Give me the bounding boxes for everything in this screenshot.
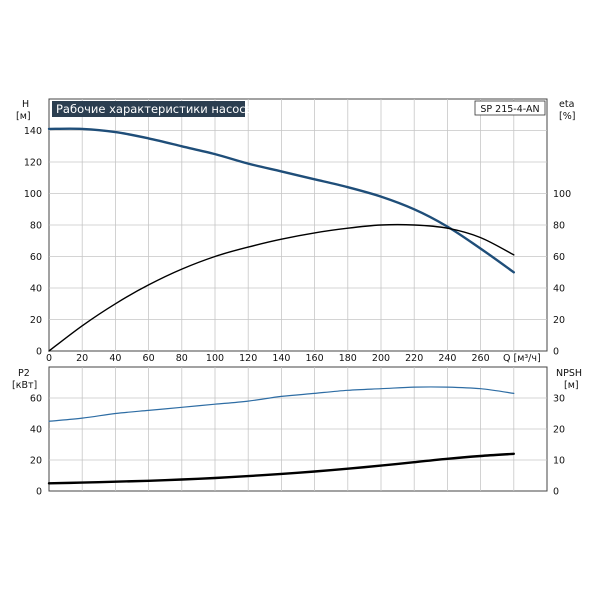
series-power-curve: [48, 386, 515, 422]
top-right-tick-label: 60: [553, 252, 565, 263]
bottom-left-ticks: 0 20 40 60: [30, 394, 42, 498]
chart-title-box: [52, 101, 245, 117]
bottom-left-axis-label: P2: [18, 368, 30, 379]
bottom-series: [47, 386, 515, 485]
x-tick-label: 120: [239, 353, 257, 364]
top-right-tick-label: 100: [553, 189, 571, 200]
bottom-right-axis-unit: [м]: [564, 380, 579, 391]
top-right-tick-label: 0: [553, 347, 559, 358]
top-right-tick-label: 40: [553, 284, 565, 295]
top-left-tick-label: 140: [24, 126, 42, 137]
x-tick-label: 240: [438, 353, 456, 364]
top-right-tick-label: 80: [553, 221, 565, 232]
model-label-box: [474, 100, 546, 116]
x-tick-label: 200: [372, 353, 390, 364]
x-tick-label: 180: [339, 353, 357, 364]
x-tick-label: 160: [306, 353, 324, 364]
top-right-axis-label: eta: [559, 99, 574, 110]
top-left-axis-label: H: [22, 99, 29, 110]
x-tick-label: 140: [272, 353, 290, 364]
bottom-right-tick-label: 20: [553, 425, 565, 436]
series-head-curve: [47, 127, 515, 274]
x-tick-label: 220: [405, 353, 423, 364]
top-left-tick-label: 60: [30, 252, 42, 263]
x-tick-label: 0: [46, 353, 52, 364]
top-left-axis-unit: [м]: [16, 111, 31, 122]
bottom-grid: [49, 367, 547, 491]
x-axis-label: Q [м³/ч]: [503, 353, 541, 364]
bottom-right-axis-label: NPSH: [556, 368, 582, 379]
top-right-axis-unit: [%]: [559, 111, 575, 122]
x-tick-label: 80: [176, 353, 188, 364]
top-right-tick-label: 20: [553, 315, 565, 326]
top-left-ticks: 0 20 40 60 80 100 120 140: [24, 126, 42, 358]
bottom-right-ticks: 0 10 20 30: [553, 394, 565, 498]
series-npsh-curve: [47, 452, 515, 485]
x-tick-label: 60: [143, 353, 155, 364]
bottom-left-axis-unit: [кВт]: [12, 380, 37, 391]
bottom-right-tick-label: 30: [553, 394, 565, 405]
bottom-left-tick-label: 40: [30, 425, 42, 436]
series-efficiency-curve: [48, 223, 515, 352]
top-right-ticks: 0 20 40 60 80 100: [553, 189, 571, 358]
x-tick-label: 260: [472, 353, 490, 364]
top-series: [47, 127, 515, 352]
bottom-panel: 0 20 40 60 0 10 20 30 P2 [кВт] NPSH [м]: [12, 366, 582, 498]
bottom-left-tick-label: 60: [30, 394, 42, 405]
top-left-tick-label: 120: [24, 158, 42, 169]
top-left-tick-label: 0: [36, 347, 42, 358]
top-left-tick-label: 20: [30, 315, 42, 326]
top-left-tick-label: 100: [24, 189, 42, 200]
x-tick-label: 20: [76, 353, 88, 364]
top-left-tick-label: 40: [30, 284, 42, 295]
bottom-right-tick-label: 10: [553, 456, 565, 467]
x-tick-label: 100: [206, 353, 224, 364]
x-tick-label: 40: [109, 353, 121, 364]
top-panel: 0 20 40 60 80 100 120 140 0 20 40 60 80 100 0 20 40 60 8…: [16, 98, 575, 364]
x-axis-ticks: 0 20 40 60 80 100 120 140 160 180 200 220 240 260: [46, 353, 490, 364]
chart-title: Рабочие характеристики насоса: [56, 102, 253, 116]
bottom-right-tick-label: 0: [553, 487, 559, 498]
bottom-left-tick-label: 20: [30, 456, 42, 467]
bottom-left-tick-label: 0: [36, 487, 42, 498]
model-label: SP 215-4-AN: [480, 104, 539, 115]
top-left-tick-label: 80: [30, 221, 42, 232]
